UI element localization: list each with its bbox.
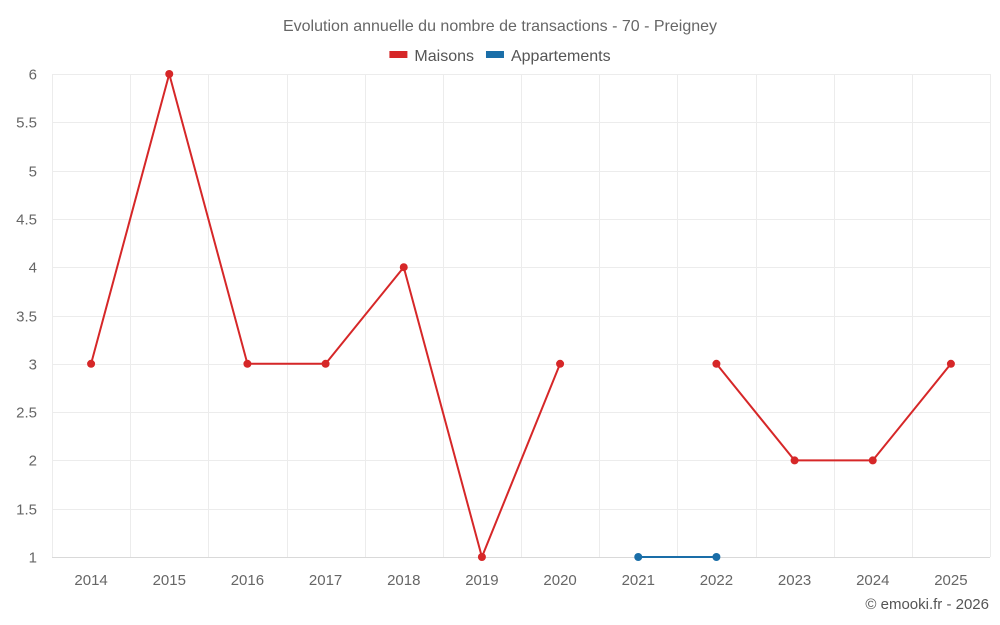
x-tick-label: 2019: [465, 572, 498, 589]
y-tick-label: 1: [29, 550, 37, 567]
legend-swatch: [389, 51, 408, 58]
y-tick-label: 2: [29, 453, 37, 470]
x-tick-label: 2018: [387, 572, 420, 589]
x-tick-label: 2024: [856, 572, 889, 589]
maisons-point: [556, 359, 565, 368]
maisons-point: [790, 456, 799, 465]
y-tick-label: 1.5: [16, 502, 37, 519]
maisons-point: [243, 359, 252, 368]
y-axis-tick-labels: 1 1.5 2 2.5 3 3.5 4 4.5 5 5.5 6: [16, 67, 37, 567]
y-tick-label: 5.5: [16, 115, 37, 132]
x-tick-label: 2023: [778, 572, 811, 589]
legend-item-appartements[interactable]: Appartements: [485, 48, 611, 65]
credit-text: © emooki.fr - 2026: [865, 596, 989, 613]
x-tick-label: 2020: [543, 572, 576, 589]
maisons-point: [712, 359, 721, 368]
x-tick-label: 2016: [231, 572, 264, 589]
maisons-line-segment: [90, 73, 562, 558]
maisons-point: [321, 359, 330, 368]
maisons-point: [399, 263, 408, 272]
maisons-point: [477, 553, 486, 561]
legend-swatch: [485, 51, 504, 58]
x-tick-label: 2022: [700, 572, 733, 589]
maisons-point: [946, 359, 955, 368]
horizontal-gridlines: [52, 74, 990, 510]
legend-item-maisons[interactable]: Maisons: [389, 48, 474, 65]
y-tick-label: 3.5: [16, 309, 37, 326]
x-tick-label: 2017: [309, 572, 342, 589]
y-tick-label: 6: [29, 67, 37, 84]
maisons-point: [868, 456, 877, 465]
y-tick-label: 4: [29, 260, 37, 277]
series-points: [87, 70, 955, 561]
y-tick-label: 5: [29, 164, 37, 181]
chart-title: Evolution annuelle du nombre de transact…: [283, 18, 717, 35]
x-axis-tick-labels: 2014 2015 2016 2017 2018 2019 2020 2021 2022 2023…: [74, 572, 967, 589]
y-tick-label: 3: [29, 357, 37, 374]
x-tick-label: 2015: [153, 572, 186, 589]
vertical-gridlines: [52, 74, 991, 557]
appartements-point: [712, 553, 721, 561]
y-tick-label: 2.5: [16, 405, 37, 422]
y-tick-label: 4.5: [16, 212, 37, 229]
maisons-point: [165, 70, 174, 78]
appartements-point: [634, 553, 643, 561]
x-tick-label: 2014: [74, 572, 107, 589]
legend: Maisons Appartements: [389, 48, 611, 65]
maisons-line-segment: [715, 363, 952, 462]
legend-label: Maisons: [414, 48, 474, 65]
legend-label: Appartements: [511, 48, 611, 65]
x-tick-label: 2025: [934, 572, 967, 589]
x-tick-label: 2021: [622, 572, 655, 589]
maisons-point: [87, 359, 96, 368]
